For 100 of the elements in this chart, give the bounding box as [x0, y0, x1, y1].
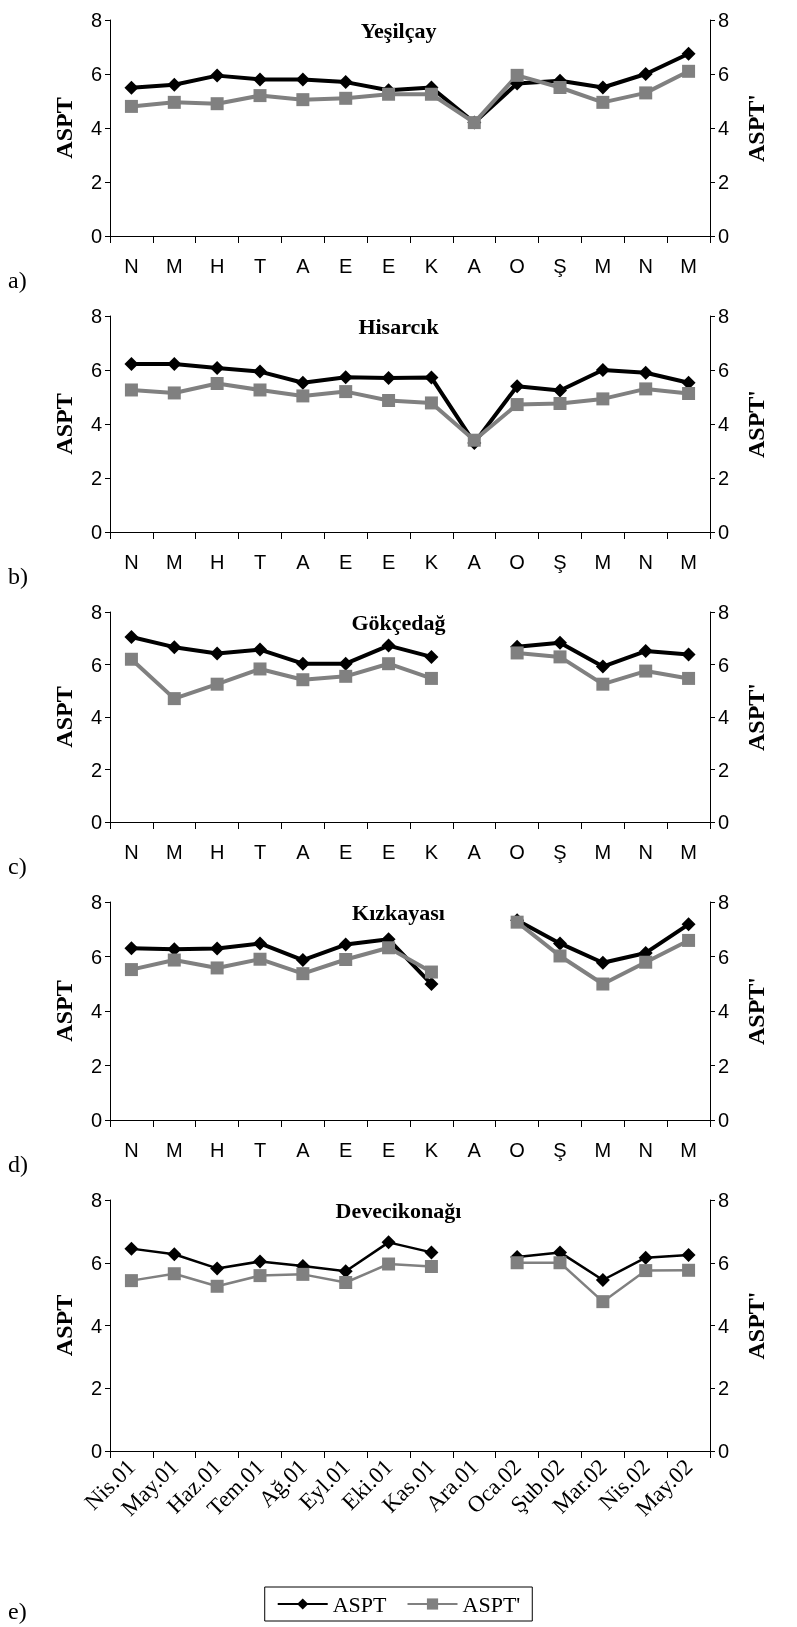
y2-tick-label: 0	[718, 811, 730, 833]
point	[167, 640, 182, 655]
point	[253, 952, 267, 966]
chart-title: Kızkayası	[352, 899, 445, 925]
y2-tick-label: 8	[718, 891, 730, 913]
point	[424, 671, 438, 685]
y2-axis-title: ASPT'	[743, 389, 769, 459]
point	[124, 652, 138, 666]
x-tick-label: A	[467, 255, 482, 277]
y2-axis-title: ASPT'	[743, 1291, 769, 1360]
y-tick-label: 2	[90, 1054, 102, 1077]
point	[210, 361, 225, 376]
y-tick-label: 4	[90, 1314, 102, 1337]
point	[124, 80, 139, 95]
y2-tick-label: 2	[718, 758, 730, 781]
point	[210, 377, 224, 390]
point	[639, 86, 653, 100]
point	[424, 1260, 438, 1274]
point	[124, 99, 138, 113]
point	[338, 937, 353, 952]
x-tick-label: K	[424, 1139, 439, 1161]
point	[339, 1276, 353, 1290]
point	[167, 692, 181, 706]
point	[253, 364, 267, 379]
x-tick-label: H	[209, 551, 225, 573]
x-tick-label: A	[296, 551, 311, 573]
x-tick-label: Ş	[553, 551, 567, 573]
point	[639, 1264, 653, 1278]
point	[167, 95, 181, 109]
y2-axis-title: ASPT'	[743, 976, 769, 1046]
point	[638, 1250, 653, 1265]
y-tick-label: 6	[90, 945, 102, 968]
point	[338, 75, 353, 90]
point	[210, 677, 224, 691]
point	[167, 1247, 182, 1262]
text: e)	[8, 1598, 27, 1624]
chart-title: Gökçedağ	[351, 609, 446, 635]
point	[596, 977, 610, 991]
x-tick-label: Ş	[553, 255, 567, 277]
legend-label: ASPT	[332, 1591, 388, 1617]
x-tick-label: M	[680, 255, 697, 277]
x-tick-label: M	[165, 551, 183, 573]
x-tick-label: M	[680, 841, 697, 863]
y-tick-label: 6	[90, 653, 102, 676]
y2-tick-label: 0	[718, 1440, 730, 1462]
y2-tick-label: 2	[718, 1054, 730, 1077]
point	[381, 1235, 396, 1250]
point	[210, 646, 225, 661]
x-tick-label: N	[638, 551, 653, 573]
point	[553, 383, 567, 398]
y-tick-label: 8	[90, 1189, 102, 1211]
chart-title: Yeşilçay	[360, 17, 437, 43]
x-tick-label: T	[253, 551, 267, 573]
legend-label: ASPT'	[462, 1591, 521, 1617]
text: b)	[8, 563, 28, 589]
y-tick-label: 8	[90, 601, 102, 623]
y-tick-label: 2	[90, 171, 102, 193]
point	[553, 81, 567, 94]
y2-axis-title: ASPT'	[743, 682, 769, 752]
y2-tick-label: 6	[718, 63, 730, 85]
point	[553, 949, 567, 963]
x-tick-label: H	[209, 1139, 225, 1161]
point	[339, 91, 353, 105]
point	[338, 656, 353, 671]
point	[124, 1241, 139, 1256]
x-tick-label: E	[339, 551, 353, 573]
point	[596, 392, 610, 406]
point	[639, 382, 653, 396]
point	[381, 638, 396, 653]
point	[167, 953, 181, 967]
point	[510, 68, 524, 82]
point	[167, 386, 181, 400]
point	[639, 664, 653, 678]
point	[510, 646, 524, 660]
y-tick-label: 2	[90, 758, 102, 781]
x-tick-label: T	[253, 841, 267, 863]
point	[296, 389, 310, 403]
point	[338, 370, 353, 385]
y2-tick-label: 4	[718, 706, 730, 728]
x-tick-label: N	[638, 255, 653, 277]
point	[596, 1295, 610, 1309]
point	[210, 1279, 224, 1293]
point	[124, 357, 139, 372]
x-tick-label: N	[638, 841, 653, 863]
x-tick-label: A	[296, 255, 311, 277]
x-tick-label: K	[424, 841, 439, 863]
x-tick-label: N	[124, 551, 139, 573]
x-tick-label: A	[296, 841, 311, 863]
y-tick-label: 0	[90, 521, 102, 543]
x-tick-label: H	[209, 255, 225, 277]
point	[253, 642, 267, 657]
point	[253, 662, 267, 676]
x-tick-label: O	[509, 841, 525, 863]
point	[682, 671, 696, 685]
point	[382, 657, 396, 671]
point	[424, 965, 438, 979]
chart-title: Devecikonağı	[335, 1197, 462, 1223]
y2-tick-label: 8	[718, 1189, 730, 1211]
y-axis-title: ASPT	[51, 980, 77, 1042]
x-tick-label: E	[339, 1139, 353, 1161]
